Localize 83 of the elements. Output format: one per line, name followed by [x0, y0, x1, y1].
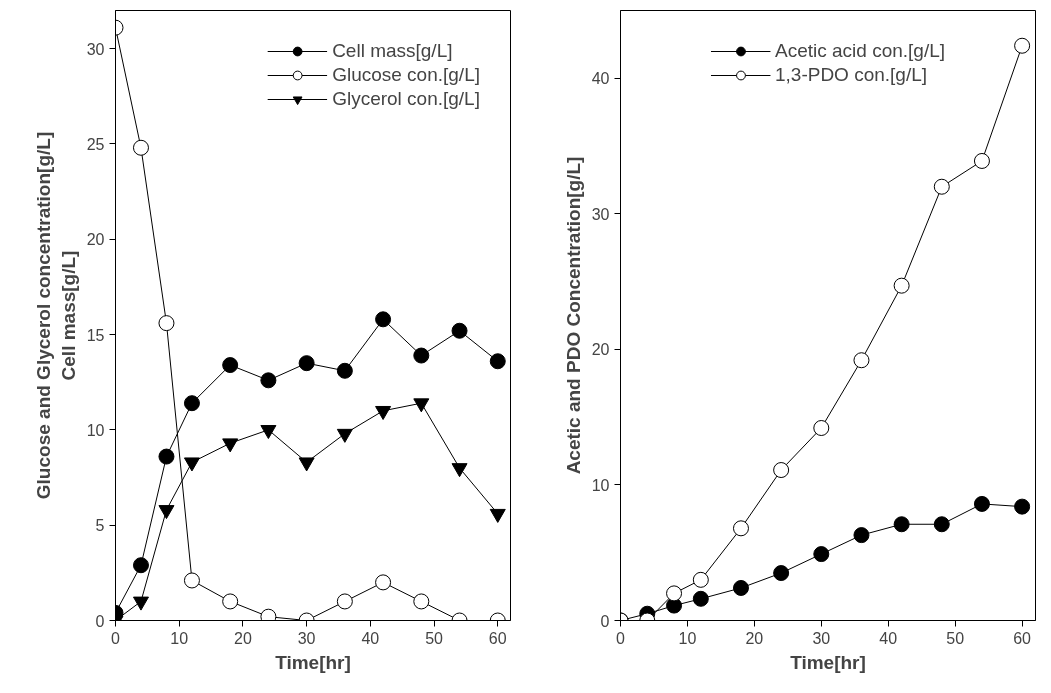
point [298, 457, 315, 472]
legend-label: Cell mass[g/L] [332, 40, 453, 62]
x-axis-title: Time[hr] [275, 651, 351, 673]
x-tick-label: 50 [425, 629, 444, 647]
point [933, 178, 950, 195]
point [489, 353, 506, 370]
point [222, 593, 239, 610]
x-tick-label: 0 [616, 629, 626, 647]
x-tick-label: 40 [361, 629, 380, 647]
x-tick-label: 0 [111, 629, 121, 647]
point [183, 395, 200, 412]
legend-label: Glucose con.[g/L] [332, 64, 480, 86]
point [132, 139, 149, 156]
point [773, 565, 790, 582]
point [413, 593, 430, 610]
x-tick-label: 60 [488, 629, 507, 647]
point [132, 557, 149, 574]
point [183, 457, 200, 472]
point [1014, 37, 1031, 54]
y-tick-label: 30 [86, 40, 105, 58]
y-tick-label: 0 [600, 612, 610, 630]
y-tick-label: 5 [95, 517, 105, 535]
point [158, 315, 175, 332]
point [413, 398, 430, 413]
legend-label: Acetic acid con.[g/L] [774, 40, 946, 62]
point [853, 352, 870, 369]
y-tick-label: 20 [86, 231, 105, 249]
x-tick-label: 50 [946, 629, 965, 647]
point [813, 546, 830, 563]
point [222, 438, 239, 453]
point [666, 585, 683, 602]
point [375, 574, 392, 591]
point [973, 152, 990, 169]
y-tick-label: 25 [86, 135, 105, 153]
y-tick-label: 40 [591, 70, 610, 88]
y-axis-title: Acetic and PDO Concentration[g/L] [562, 156, 584, 475]
point [413, 347, 430, 364]
point [732, 579, 749, 596]
point [375, 405, 392, 420]
point [973, 495, 990, 512]
point [692, 590, 709, 607]
y-tick-label: 10 [591, 476, 610, 494]
point [1014, 498, 1031, 515]
x-tick-label: 60 [1013, 629, 1032, 647]
x-tick-label: 40 [879, 629, 898, 647]
point [489, 508, 506, 523]
y-tick-label: 20 [591, 341, 610, 359]
x-tick-label: 10 [678, 629, 697, 647]
legend-label: Glycerol con.[g/L] [332, 88, 480, 110]
point [132, 596, 149, 611]
y-tick-label: 0 [95, 612, 105, 630]
point [773, 462, 790, 479]
y-tick-label: 30 [591, 205, 610, 223]
point [260, 372, 277, 389]
x-axis-title: Time[hr] [790, 651, 866, 673]
x-tick-label: 30 [812, 629, 831, 647]
y-tick-label: 15 [86, 326, 105, 344]
point [732, 520, 749, 537]
point [158, 448, 175, 465]
point [853, 527, 870, 544]
y-tick-label: 10 [86, 421, 105, 439]
point [260, 425, 277, 440]
point [158, 505, 175, 520]
point [336, 362, 353, 379]
point [375, 311, 392, 328]
x-tick-label: 20 [234, 629, 252, 647]
point [298, 355, 315, 372]
point [451, 322, 468, 339]
point [692, 571, 709, 588]
point [183, 572, 200, 589]
point [336, 428, 353, 443]
point [813, 420, 830, 436]
x-tick-label: 10 [170, 629, 189, 647]
point [893, 277, 910, 294]
point [222, 357, 239, 374]
point [336, 593, 353, 610]
point [933, 516, 950, 533]
point [451, 463, 468, 478]
x-tick-label: 20 [745, 629, 764, 647]
legend-label: 1,3-PDO con.[g/L] [774, 64, 928, 86]
y-axis-title: Glucose and Glycerol concentration[g/L] Cell mass[g/L] [32, 131, 79, 500]
point [893, 516, 910, 533]
x-tick-label: 30 [297, 629, 316, 647]
